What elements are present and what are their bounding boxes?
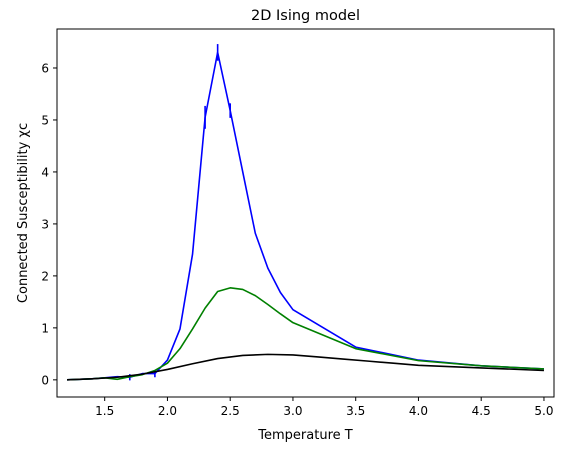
- y-tick-label: 4: [41, 165, 49, 179]
- y-tick-label: 3: [41, 217, 49, 231]
- x-axis-label: Temperature T: [257, 428, 352, 443]
- x-tick-label: 2.0: [158, 404, 177, 418]
- x-axis-ticks: 1.5 2.0 2.5 3.0 3.5 4.0 4.5 5.0: [95, 397, 554, 418]
- y-tick-label: 5: [41, 113, 49, 127]
- y-tick-label: 0: [41, 373, 49, 387]
- series-line-3: [67, 353, 544, 381]
- y-tick-label: 1: [41, 321, 49, 335]
- series-line-2: [67, 287, 544, 381]
- series-line-1: [67, 51, 544, 381]
- x-tick-label: 5.0: [534, 404, 553, 418]
- chart-title: 2D Ising model: [251, 8, 360, 24]
- series-layer: [67, 44, 544, 381]
- y-tick-label: 2: [41, 269, 49, 283]
- x-tick-label: 4.0: [409, 404, 428, 418]
- y-axis-ticks: 0 1 2 3 4 5 6: [41, 61, 57, 387]
- x-tick-label: 3.5: [346, 404, 365, 418]
- plot-frame: [56, 28, 555, 398]
- x-tick-label: 2.5: [221, 404, 240, 418]
- x-tick-label: 1.5: [95, 404, 114, 418]
- y-axis-label: Connected Susceptibility χc: [16, 123, 31, 303]
- x-tick-label: 3.0: [283, 404, 302, 418]
- y-tick-label: 6: [41, 61, 49, 75]
- x-tick-label: 4.5: [472, 404, 491, 418]
